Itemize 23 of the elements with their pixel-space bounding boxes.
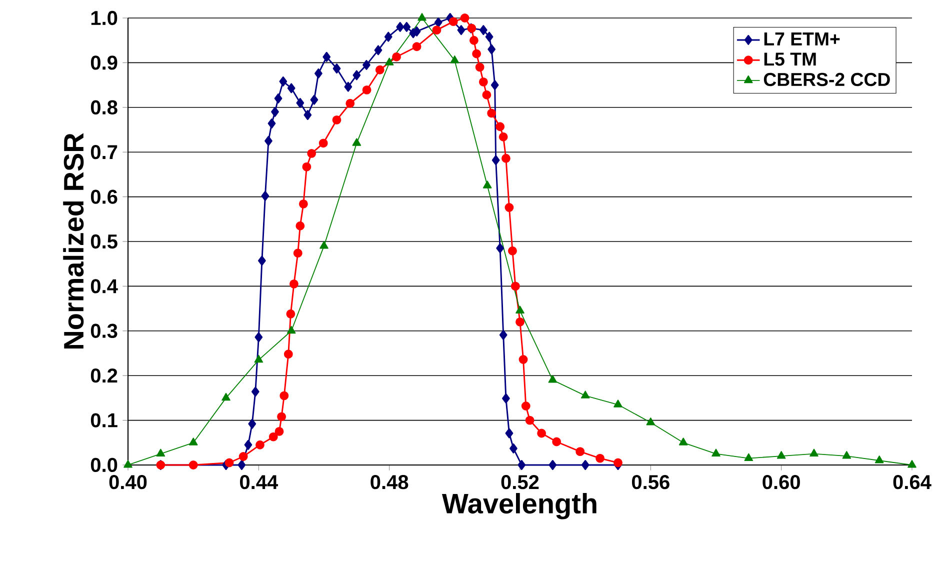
x-tick-label: 0.52 (501, 475, 539, 490)
y-tick-label: 0.3 (90, 324, 118, 338)
x-tick-label: 0.56 (632, 475, 670, 490)
x-tick-label: 0.48 (370, 475, 408, 490)
x-tick-label: 0.60 (762, 475, 800, 490)
legend-label: L5 TM (764, 52, 816, 66)
x-tick-label: 0.64 (893, 475, 932, 490)
y-tick-label: 0.7 (90, 145, 118, 160)
legend-label: L7 ETM+ (764, 32, 840, 46)
x-tick-label: 0.40 (109, 475, 147, 490)
y-tick-label: 1.0 (91, 10, 118, 26)
y-tick-label: 0.8 (90, 100, 118, 114)
y-tick-label: 0.2 (90, 368, 118, 383)
y-axis-title: Normalized RSR (63, 133, 84, 349)
y-tick-label: 0.6 (90, 190, 118, 204)
y-tick-label: 0.5 (90, 234, 118, 249)
y-tick-label: 0.0 (90, 458, 118, 472)
y-tick-label: 0.4 (90, 279, 118, 294)
legend-label: CBERS-2 CCD (764, 72, 890, 86)
x-tick-label: 0.44 (240, 475, 278, 490)
y-tick-label: 0.1 (90, 413, 118, 428)
x-axis-title: Wavelength (442, 493, 596, 520)
y-tick-label: 0.9 (90, 56, 118, 70)
